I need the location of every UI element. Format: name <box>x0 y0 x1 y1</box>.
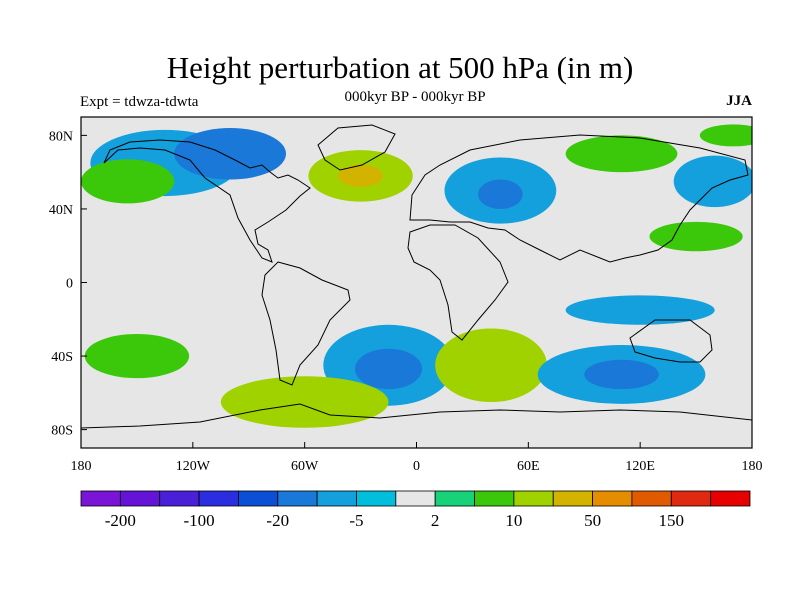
field-region <box>478 179 523 209</box>
x-tick-label: 60E <box>517 459 540 474</box>
colorbar-box <box>552 490 593 507</box>
colorbar-box <box>710 490 751 507</box>
africa-coast <box>407 224 509 341</box>
y-tick-label: 0 <box>66 277 73 292</box>
colorbar-box <box>238 490 279 507</box>
x-tick-label: 180 <box>742 459 763 474</box>
colorbar-box <box>119 490 161 507</box>
south-america-coast <box>261 261 351 386</box>
x-tick-label: 120E <box>625 459 655 474</box>
x-tick-label: 120W <box>176 459 211 474</box>
field-region <box>338 164 383 187</box>
colorbar-box <box>159 490 200 507</box>
colorbar-label: -100 <box>183 511 214 530</box>
colorbar-box <box>277 490 318 507</box>
north-america-coast <box>103 139 311 263</box>
field-region <box>673 155 752 208</box>
field-region <box>649 221 743 252</box>
colorbar: -200 -100 -20 -5 2 10 50 150 <box>80 490 751 530</box>
field-region <box>435 328 547 403</box>
colorbar-box <box>198 490 239 507</box>
season-label: JJA <box>726 93 752 109</box>
longitude-axis: 180 120W 60W 0 60E 120E 180 <box>71 442 763 474</box>
y-tick-label: 40N <box>49 203 73 218</box>
field-region <box>174 128 287 180</box>
field-region <box>565 135 678 173</box>
colorbar-box <box>434 490 475 507</box>
plot-subtitle: 000kyr BP - 000kyr BP <box>344 89 486 105</box>
eurasia-coast <box>409 134 749 263</box>
australia-coast <box>629 319 713 363</box>
colorbar-box <box>356 490 397 507</box>
field-region <box>584 359 659 390</box>
greenland-coast <box>317 124 396 171</box>
colorbar-label: 2 <box>431 511 440 530</box>
field-region <box>84 333 190 379</box>
colorbar-box <box>670 490 712 507</box>
field-region <box>699 124 752 147</box>
colorbar-label: 10 <box>505 511 522 530</box>
y-tick-label: 40S <box>51 350 73 365</box>
colorbar-box <box>395 490 436 507</box>
field-region <box>81 159 175 204</box>
antarctica-coast <box>81 403 752 429</box>
colorbar-box <box>631 490 672 507</box>
colorbar-label: 50 <box>584 511 601 530</box>
colorbar-box <box>513 490 554 507</box>
colorbar-box <box>474 490 515 507</box>
field-region <box>354 348 423 390</box>
colorbar-box <box>80 490 121 507</box>
experiment-label: Expt = tdwza-tdwta <box>80 94 199 110</box>
x-tick-label: 60W <box>291 459 319 474</box>
coastlines <box>81 124 752 429</box>
height-field <box>81 124 752 428</box>
colorbar-label: -20 <box>266 511 289 530</box>
latitude-axis: 80N 40N 0 40S 80S <box>49 129 87 439</box>
colorbar-box <box>316 490 357 507</box>
x-tick-label: 180 <box>71 459 92 474</box>
colorbar-label: -5 <box>349 511 363 530</box>
plot-title: Height perturbation at 500 hPa (in m) <box>166 50 634 85</box>
field-region <box>220 376 389 428</box>
y-tick-label: 80N <box>49 129 73 144</box>
field-region <box>565 295 715 325</box>
colorbar-box <box>592 490 633 507</box>
colorbar-label: 150 <box>659 511 685 530</box>
y-tick-label: 80S <box>51 424 73 439</box>
x-tick-label: 0 <box>413 459 420 474</box>
colorbar-label: -200 <box>105 511 136 530</box>
